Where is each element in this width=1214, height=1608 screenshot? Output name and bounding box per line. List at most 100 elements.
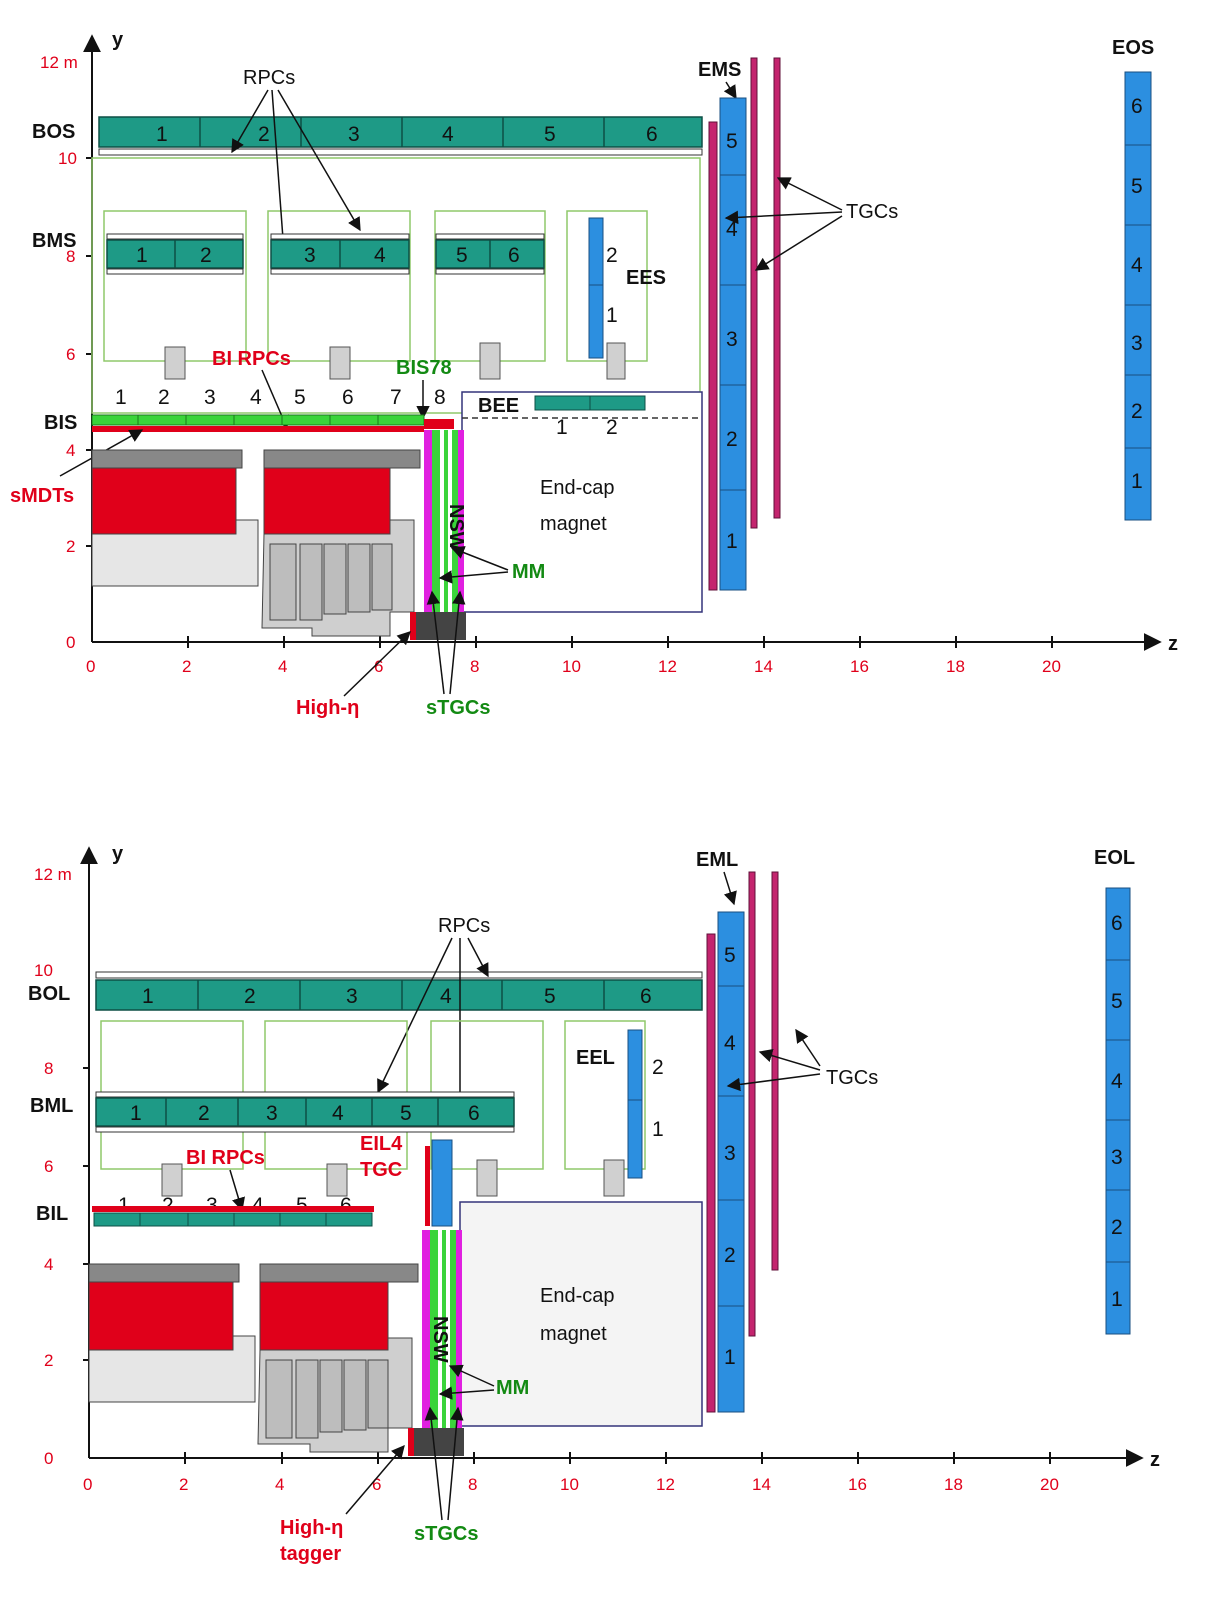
z-tick: 18	[946, 657, 965, 676]
z-tick: 8	[470, 657, 479, 676]
label-tgcs-top: TGCs	[846, 201, 898, 223]
bms-cell: 1	[136, 244, 148, 267]
label-bi-rpcs-bottom: BI RPCs	[186, 1147, 265, 1169]
bottom-endcap-magnet: End-cap magnet	[459, 1201, 703, 1427]
label-bis78: BIS78	[396, 357, 452, 379]
eol-cell: 2	[1111, 1216, 1123, 1239]
ees-cell: 2	[606, 244, 618, 267]
label-nsw-bottom: NSW	[429, 1316, 451, 1363]
y-tick: 4	[66, 441, 75, 460]
z-tick: 14	[754, 657, 773, 676]
eol-cell: 4	[1111, 1070, 1123, 1093]
z-tick: 6	[372, 1475, 381, 1494]
label-tagger-bottom: tagger	[280, 1543, 341, 1565]
ems-cell: 3	[726, 328, 738, 351]
station-label-eel: EEL	[576, 1047, 615, 1069]
bil-number: 3	[206, 1194, 218, 1217]
top-y-axis-label: y	[112, 29, 124, 51]
bottom-z-ticks: 0 2 4 6 8 10 12 14 16 18 20	[83, 1452, 1059, 1494]
eos-cell: 5	[1131, 175, 1143, 198]
eml-cell: 2	[724, 1244, 736, 1267]
bottom-y-axis-label: y	[112, 843, 124, 865]
bis-number: 4	[250, 386, 262, 409]
label-eil4: EIL4	[360, 1133, 403, 1155]
eel-cell: 2	[652, 1056, 664, 1079]
bms-cell: 3	[304, 244, 316, 267]
eos-chambers: 6 5 4 3 2 1	[1124, 71, 1152, 521]
eel-chamber: EEL 2 1	[576, 1029, 664, 1179]
label-rpcs-bottom: RPCs	[438, 915, 490, 937]
z-tick: 8	[468, 1475, 477, 1494]
bml-cell: 2	[198, 1102, 210, 1125]
label-smdts: sMDTs	[10, 485, 74, 507]
z-tick: 6	[374, 657, 383, 676]
bottom-panel: y z 12 m 10 8 6 4 2 0 0 2 4 6 8	[28, 843, 1160, 1565]
bol-cell: 4	[440, 985, 452, 1008]
ems-cell: 1	[726, 530, 738, 553]
eel-cell: 1	[652, 1118, 664, 1141]
eos-cell: 6	[1131, 95, 1143, 118]
z-tick: 12	[658, 657, 677, 676]
station-label-bis: BIS	[44, 412, 77, 434]
y-tick: 6	[44, 1157, 53, 1176]
bms-cell: 4	[374, 244, 386, 267]
eil4-chamber	[431, 1139, 453, 1227]
label-eil4-tgc: TGC	[360, 1159, 402, 1181]
z-tick: 0	[86, 657, 95, 676]
top-support-blocks	[164, 342, 626, 380]
bos-cell: 4	[442, 123, 454, 146]
bml-cell: 3	[266, 1102, 278, 1125]
bos-chambers: 1 2 3 4 5 6	[98, 116, 703, 156]
bottom-support-blocks	[161, 1159, 625, 1197]
bos-cell: 3	[348, 123, 360, 146]
label-nsw-top: NSW	[445, 504, 467, 551]
label-mm-bottom: MM	[496, 1377, 529, 1399]
station-label-eos: EOS	[1112, 37, 1154, 59]
bil-number: 5	[296, 1194, 308, 1217]
eml-cell: 1	[724, 1346, 736, 1369]
eol-cell: 6	[1111, 912, 1123, 935]
y-tick: 8	[66, 247, 75, 266]
bottom-z-axis-label: z	[1150, 1449, 1160, 1471]
bml-cell: 6	[468, 1102, 480, 1125]
ees-cell: 1	[606, 304, 618, 327]
top-y-ticks: 12 m 10 8 6 4 2 0	[40, 53, 92, 652]
bms-chambers: 1 2 3 4 5 6	[106, 233, 545, 275]
eol-cell: 5	[1111, 990, 1123, 1013]
ems-cell: 4	[726, 218, 738, 241]
bottom-y-ticks: 12 m 10 8 6 4 2 0	[34, 865, 89, 1468]
y-tick: 8	[44, 1059, 53, 1078]
y-tick: 0	[44, 1449, 53, 1468]
bml-cell: 5	[400, 1102, 412, 1125]
bee-cell: 2	[606, 416, 618, 439]
bms-cell: 6	[508, 244, 520, 267]
label-stgcs-bottom: sTGCs	[414, 1523, 478, 1545]
bis-number: 5	[294, 386, 306, 409]
station-label-ees: EES	[626, 267, 666, 289]
station-label-bil: BIL	[36, 1203, 68, 1225]
bos-cell: 6	[646, 123, 658, 146]
y-tick: 10	[34, 961, 53, 980]
top-panel: y z 12 m 10 8 6 4 2 0 0 2 4 6 8	[10, 29, 1178, 719]
top-calorimeter	[91, 449, 466, 640]
ems-chambers: 5 4 3 2 1	[708, 57, 781, 591]
ems-cell: 2	[726, 428, 738, 451]
bis-chambers	[91, 414, 454, 432]
y-tick: 2	[66, 537, 75, 556]
bottom-calorimeter	[88, 1263, 464, 1456]
z-tick: 18	[944, 1475, 963, 1494]
station-label-bol: BOL	[28, 983, 70, 1005]
bml-cell: 1	[130, 1102, 142, 1125]
z-tick: 10	[562, 657, 581, 676]
bis-number: 1	[115, 386, 127, 409]
bol-cell: 2	[244, 985, 256, 1008]
label-bi-rpcs-top: BI RPCs	[212, 348, 291, 370]
y-tick: 12 m	[34, 865, 72, 884]
z-tick: 14	[752, 1475, 771, 1494]
eml-cell: 3	[724, 1142, 736, 1165]
z-tick: 4	[275, 1475, 284, 1494]
label-stgcs-top: sTGCs	[426, 697, 490, 719]
z-tick: 16	[848, 1475, 867, 1494]
label-high-eta-bottom: High-η	[280, 1517, 343, 1539]
